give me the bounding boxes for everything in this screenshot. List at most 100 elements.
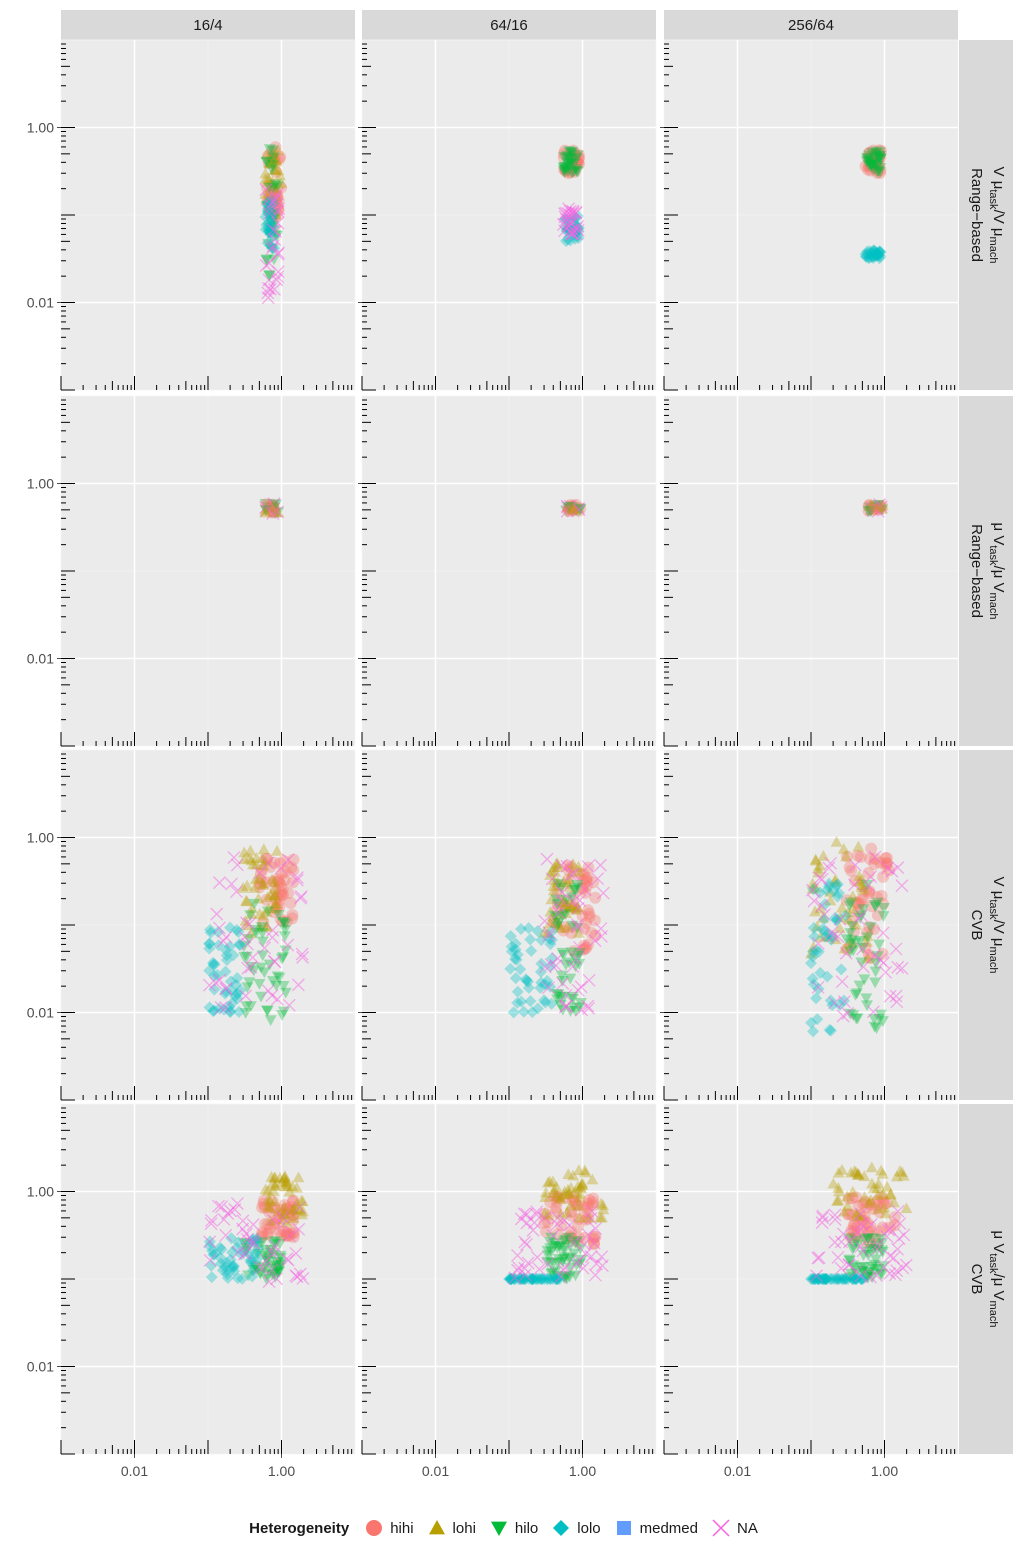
data-point [294, 891, 308, 905]
data-point [214, 1001, 228, 1015]
data-point [870, 247, 883, 260]
data-point [823, 1023, 836, 1036]
data-point [832, 1273, 845, 1285]
data-point [870, 1199, 883, 1212]
data-point [242, 1270, 255, 1282]
data-point [266, 502, 279, 514]
data-point [573, 1212, 586, 1225]
data-point [580, 872, 593, 885]
data-point [554, 1191, 567, 1203]
data-point [866, 160, 879, 171]
data-point [273, 893, 286, 906]
data-point [547, 880, 560, 891]
data-point [267, 1185, 280, 1196]
data-point [274, 861, 288, 875]
data-point [873, 163, 886, 174]
data-point [852, 1168, 865, 1180]
data-point [877, 903, 890, 914]
data-point [262, 207, 276, 221]
data-point [270, 1236, 283, 1248]
data-point [833, 1185, 846, 1197]
data-point [569, 961, 582, 973]
data-point [514, 963, 527, 976]
data-point [866, 147, 879, 159]
data-point [863, 155, 876, 166]
data-point [238, 930, 252, 944]
data-point [849, 989, 862, 1001]
data-point [570, 1259, 583, 1271]
data-point [242, 917, 256, 931]
data-point [563, 1271, 576, 1283]
data-point [875, 1191, 888, 1204]
data-point [256, 1226, 269, 1239]
series-hihi [840, 842, 896, 964]
data-point [563, 501, 576, 513]
data-point [541, 1250, 554, 1262]
data-point [595, 1211, 608, 1223]
data-point [246, 1270, 259, 1283]
data-point [552, 906, 565, 920]
data-point [571, 901, 585, 915]
data-point [286, 909, 299, 922]
data-point [849, 918, 862, 930]
data-point [582, 973, 596, 987]
data-point [558, 152, 571, 164]
data-point [505, 940, 518, 953]
data-point [806, 972, 819, 985]
data-point [244, 844, 257, 856]
data-point [865, 1161, 878, 1173]
series-all [862, 498, 889, 518]
data-point [228, 1265, 241, 1278]
data-point [571, 150, 584, 162]
data-point [279, 924, 292, 936]
data-point [267, 152, 280, 164]
data-point [245, 1256, 258, 1269]
data-point [571, 1220, 584, 1233]
data-point [266, 175, 279, 187]
data-point [583, 1193, 596, 1206]
data-point [535, 1273, 548, 1285]
data-point [572, 865, 585, 877]
data-point [826, 929, 840, 943]
data-point [273, 1171, 286, 1183]
data-point [270, 155, 283, 167]
data-point [560, 152, 573, 164]
data-point [875, 889, 888, 902]
data-point [257, 1194, 270, 1207]
data-point [259, 173, 272, 184]
data-point [863, 245, 876, 258]
data-point [269, 230, 282, 241]
data-point [230, 978, 243, 991]
data-point [873, 167, 886, 178]
data-point [874, 500, 888, 514]
data-point [562, 877, 575, 889]
data-point [532, 1262, 546, 1276]
data-point [545, 997, 558, 1010]
data-point [266, 145, 279, 158]
data-point [540, 852, 554, 866]
data-point [207, 956, 220, 969]
data-point [874, 150, 887, 163]
data-point [571, 1236, 584, 1247]
series-NA [202, 851, 310, 1015]
data-point [874, 145, 887, 158]
data-point [265, 1202, 278, 1215]
data-point [541, 1245, 554, 1257]
data-point [860, 884, 873, 897]
data-point [264, 1214, 277, 1226]
data-point [256, 877, 269, 889]
data-point [551, 1195, 564, 1208]
data-point [867, 923, 880, 936]
data-point [831, 1250, 845, 1264]
data-point [262, 273, 276, 287]
data-point [240, 916, 254, 930]
data-point [859, 248, 872, 261]
data-point [240, 937, 254, 951]
data-point [529, 1207, 543, 1221]
data-point [858, 1191, 871, 1202]
data-point [815, 899, 829, 913]
data-point [539, 1225, 552, 1238]
data-point [286, 912, 299, 925]
data-point [873, 252, 886, 265]
